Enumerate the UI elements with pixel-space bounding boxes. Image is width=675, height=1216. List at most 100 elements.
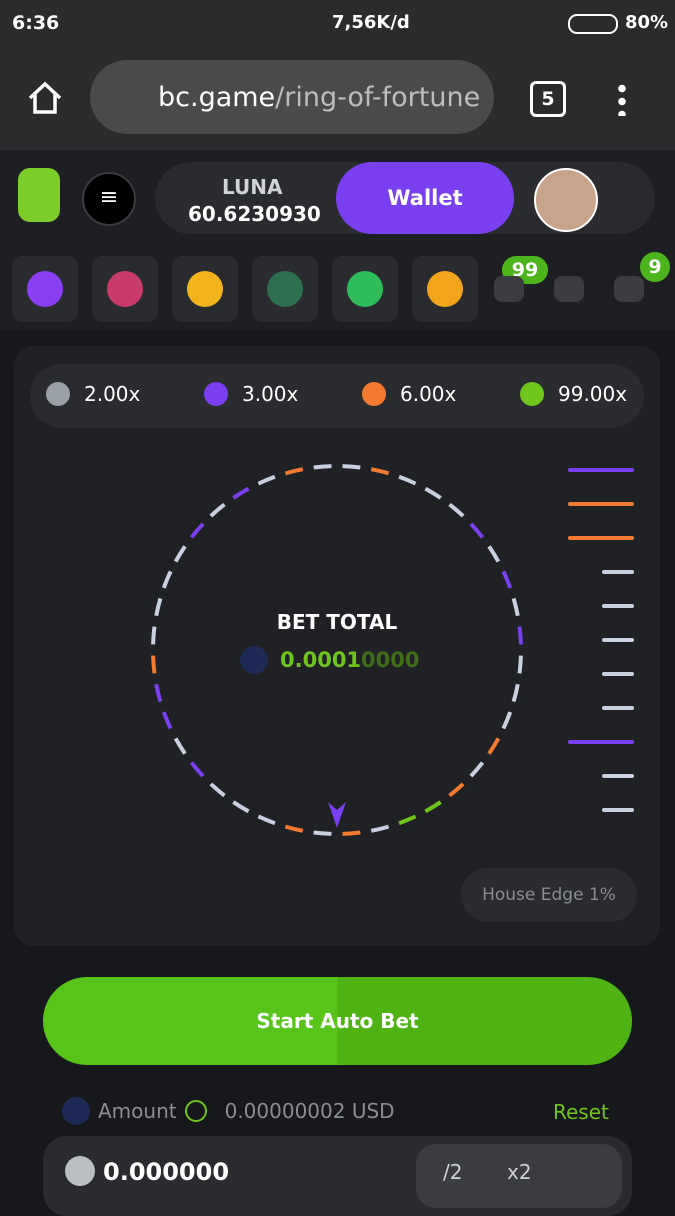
wallet-button[interactable]: Wallet — [336, 162, 514, 234]
game-icon[interactable] — [12, 256, 78, 322]
url-path: /ring-of-fortune — [275, 81, 481, 113]
amount-main: 0.0001 — [280, 648, 362, 672]
multiplier-label: 2.00x — [84, 382, 141, 406]
house-edge: House Edge 1% — [461, 868, 637, 922]
history-bar — [602, 672, 634, 676]
reset-button[interactable]: Reset — [553, 1100, 609, 1124]
ring-label: BET TOTAL — [276, 610, 398, 634]
ring-segment — [342, 830, 361, 836]
ring-segment — [173, 545, 187, 563]
game-icon[interactable] — [332, 256, 398, 322]
start-label: Start Auto Bet — [256, 1009, 419, 1033]
ring-segment — [370, 824, 390, 833]
multiplier-label: 99.00x — [558, 382, 628, 406]
history-bar — [602, 570, 634, 574]
icon-shape — [107, 271, 143, 307]
time: 6:36 — [12, 12, 60, 34]
mail-icon[interactable] — [494, 276, 524, 302]
chat-badge: 9 — [640, 252, 670, 282]
game-panel: 2.00x 3.00x 6.00x 99.00x BET TOTAL 0.0001 00… — [14, 346, 660, 946]
history-bar — [602, 706, 634, 710]
chat-icon[interactable] — [614, 276, 644, 302]
amount-tail: 0000 — [361, 648, 420, 672]
amount-label: Amount — [98, 1099, 177, 1123]
amount-value: 0.000000 — [103, 1158, 230, 1186]
menu-button[interactable] — [618, 82, 626, 116]
double-button[interactable]: x2 — [507, 1160, 532, 1184]
multiplier[interactable]: 2.00x — [46, 382, 140, 406]
half-button[interactable]: /2 — [443, 1160, 463, 1184]
ring-segment — [257, 814, 276, 826]
amount-controls — [416, 1144, 622, 1208]
ring-segment — [424, 800, 442, 814]
browser-bar: bc.game/ring-of-fortune 5 — [0, 46, 675, 150]
multiplier-dot — [362, 382, 386, 406]
currency[interactable]: LUNA — [222, 175, 283, 199]
icon-shape — [347, 271, 383, 307]
ring-segment — [313, 830, 332, 836]
tab-count[interactable]: 5 — [530, 81, 566, 117]
multiplier-bar: 2.00x 3.00x 6.00x 99.00x — [30, 364, 644, 428]
avatar[interactable] — [534, 168, 598, 232]
game-nav: 99 9 — [0, 250, 675, 330]
history-bar — [568, 502, 634, 506]
multiplier-dot — [520, 382, 544, 406]
multiplier-dot — [204, 382, 228, 406]
ring-segment — [487, 737, 501, 755]
game-icon[interactable] — [172, 256, 238, 322]
ring-segment — [173, 737, 187, 755]
ring-amount: 0.0001 0000 — [240, 646, 420, 674]
multiplier-dot — [46, 382, 70, 406]
ring-segment — [284, 824, 304, 833]
home-button[interactable] — [26, 80, 64, 116]
amount-row: Amount 0.00000002 USD — [62, 1097, 395, 1125]
ring-segment — [154, 683, 163, 703]
ring-segment — [487, 545, 501, 563]
multiplier[interactable]: 99.00x — [520, 382, 627, 406]
ring-segment — [313, 464, 332, 470]
icon-shape — [27, 271, 63, 307]
ring-segment — [154, 597, 163, 617]
ring-segment — [189, 522, 205, 539]
ring-segment — [517, 655, 523, 674]
history-bar — [602, 808, 634, 812]
amount-input[interactable]: 0.000000 /2 x2 — [43, 1136, 632, 1216]
url-host: bc.game — [158, 81, 276, 113]
logo[interactable] — [18, 168, 60, 222]
game-icon[interactable] — [412, 256, 478, 322]
ring-segment — [209, 502, 226, 518]
multiplier[interactable]: 6.00x — [362, 382, 456, 406]
url-bar[interactable]: bc.game/ring-of-fortune — [90, 60, 494, 134]
ring-segment — [370, 467, 390, 476]
ring-segment — [501, 711, 513, 730]
history-bar — [568, 740, 634, 744]
game-icon[interactable] — [252, 256, 318, 322]
wallet-label: Wallet — [387, 186, 463, 210]
multiplier[interactable]: 3.00x — [204, 382, 298, 406]
ring-segment — [501, 570, 513, 589]
ring-segment — [469, 522, 485, 539]
icon-shape — [427, 271, 463, 307]
house-edge-text: House Edge 1% — [482, 885, 616, 905]
game-icon[interactable] — [92, 256, 158, 322]
status-bar: 6:36 7,56K/d 80% — [0, 0, 675, 46]
ring-segment — [448, 502, 465, 518]
ring-segment — [232, 800, 250, 814]
ring-segment — [398, 814, 417, 826]
balance: 60.6230930 — [188, 202, 321, 226]
ring-segment — [257, 474, 276, 486]
bell-icon[interactable] — [554, 276, 584, 302]
history-bar — [602, 774, 634, 778]
ring — [151, 464, 634, 836]
history-bar — [602, 604, 634, 608]
ring-segment — [511, 597, 520, 617]
ring-segment — [161, 570, 173, 589]
ring-segment — [511, 683, 520, 703]
menu-toggle[interactable]: ≡ — [82, 172, 136, 226]
ring-pointer — [328, 802, 346, 828]
multiplier-label: 6.00x — [400, 382, 457, 406]
multiplier-label: 3.00x — [242, 382, 299, 406]
ring-segment — [342, 464, 361, 470]
start-auto-bet-button[interactable]: Start Auto Bet — [43, 977, 632, 1065]
